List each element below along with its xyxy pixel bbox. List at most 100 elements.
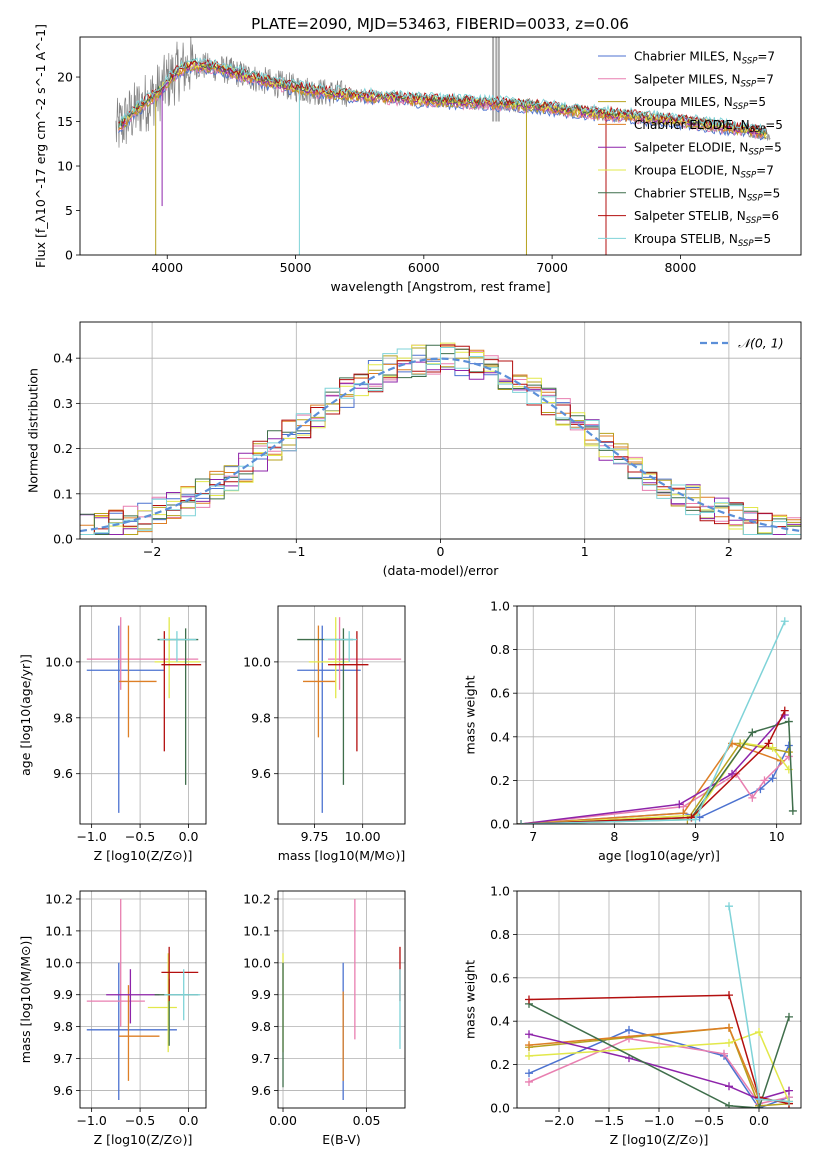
legend-label: Salpeter STELIB, NSSP=6	[634, 209, 779, 226]
y-tick-label: 0.4	[490, 729, 510, 744]
x-tick-label: −0.5	[694, 1113, 724, 1128]
series-marker	[525, 1077, 533, 1086]
x-tick-label: 0.0	[749, 1113, 769, 1128]
legend: 𝒩(0, 1)	[700, 336, 784, 351]
y-axis-label: mass [log10(M/M⊙)]	[18, 936, 33, 1064]
y-tick-label: 9.8	[53, 1019, 73, 1034]
errorbar-point	[328, 631, 369, 752]
errorbar-point	[118, 625, 157, 738]
x-axis-label: Z [log10(Z/Z⊙)]	[94, 1132, 193, 1147]
y-tick-label: 9.6	[53, 1083, 73, 1098]
y-tick-label: 0.2	[490, 1057, 510, 1072]
series-marker	[755, 1095, 763, 1104]
mass-weight-vs-age-panel	[517, 605, 801, 825]
series-marker	[784, 717, 793, 726]
legend-label: 𝒩(0, 1)	[738, 336, 784, 351]
x-tick-label: −0.5	[125, 829, 155, 844]
legend-model-name: Chabrier ELODIE	[634, 118, 733, 132]
y-tick-label: 0.0	[490, 1101, 510, 1116]
legend-item: Kroupa ELODIE, NSSP=7	[598, 164, 774, 181]
series-line	[528, 1003, 790, 1108]
errorbar-point	[324, 631, 357, 662]
y-tick-label: 0.2	[490, 773, 510, 788]
y-axis-label: mass weight	[463, 960, 478, 1039]
series-marker	[780, 706, 789, 715]
axes-frame	[516, 605, 802, 825]
series-marker	[725, 902, 733, 911]
x-tick-label: −2	[143, 544, 161, 559]
series-marker	[748, 728, 757, 737]
legend-nssp-value: =7	[756, 72, 774, 86]
legend-model-name: Kroupa STELIB	[634, 232, 721, 246]
legend-nssp-sub: SSP	[738, 239, 754, 249]
x-axis-label: (data-model)/error	[383, 563, 500, 578]
spectrum-panel	[115, 37, 771, 255]
axes-frame	[79, 36, 802, 256]
age-vs-Z-panel	[80, 606, 206, 824]
y-tick-label: 9.6	[53, 766, 73, 781]
series-line	[528, 1031, 790, 1102]
series-marker	[725, 1038, 733, 1047]
y-tick-label: 0.0	[490, 817, 510, 832]
x-tick-label: −2.0	[544, 1113, 574, 1128]
series-marker	[784, 748, 793, 757]
series-line	[521, 714, 786, 824]
legend-nssp-prefix: , N	[724, 72, 741, 86]
plot-area	[525, 902, 793, 1108]
axes-frame	[516, 890, 802, 1109]
legend-nssp-value: =5	[763, 186, 781, 200]
x-tick-label: −1.0	[644, 1113, 674, 1128]
x-tick-label: 9	[692, 829, 700, 844]
legend-item: Chabrier STELIB, NSSP=5	[598, 186, 780, 203]
y-tick-label: 0.2	[53, 441, 73, 456]
y-tick-label: 0.0	[53, 532, 73, 547]
axis-ticks: 4000 5000 6000 7000 8000 0 5 10 15 20 wavelength […	[33, 24, 802, 294]
legend-model-name: Chabrier STELIB	[634, 186, 730, 200]
legend-nssp-value: =7	[757, 50, 775, 64]
errorbar-point	[154, 978, 199, 1046]
series-marker	[725, 1082, 733, 1091]
axis-ticks: 9.75 10.00 9.6 9.8 10.0 mass [log10(M/M⊙)]	[243, 605, 406, 863]
legend-nssp-value: =5	[765, 118, 783, 132]
errorbar-point	[118, 985, 160, 1081]
series-marker	[728, 769, 737, 778]
legend-label: Salpeter MILES, NSSP=7	[634, 72, 774, 89]
series-marker	[768, 774, 777, 783]
legend-label: Chabrier STELIB, NSSP=5	[634, 186, 780, 203]
axis-ticks: −2.0 −1.5 −1.0 −0.5 0.0 0.0 0.2 0.4 0.6 0.8 1.0 Z […	[463, 884, 802, 1147]
legend-nssp-value: =5	[764, 141, 782, 155]
series-marker	[764, 739, 773, 748]
series-marker	[785, 1097, 793, 1106]
y-tick-label: 0.8	[490, 927, 510, 942]
x-axis-label: Z [log10(Z/Z⊙)]	[94, 848, 193, 863]
errorbar-point	[86, 962, 177, 1101]
x-tick-label: 4000	[151, 260, 183, 275]
y-tick-label: 0.4	[53, 351, 73, 366]
legend-nssp-value: =6	[761, 209, 779, 223]
y-tick-label: 9.6	[251, 766, 271, 781]
legend-label: Kroupa ELODIE, NSSP=7	[634, 164, 774, 181]
plot-area	[115, 37, 771, 255]
mass-vs-ebv-panel	[278, 891, 405, 1108]
axes-frame	[79, 321, 802, 540]
x-axis-label: mass [log10(M/M⊙)]	[278, 848, 406, 863]
x-tick-label: 10.00	[345, 829, 381, 844]
series-marker	[720, 1049, 728, 1058]
errorbar-point	[159, 631, 197, 662]
errorbar-point	[164, 969, 201, 1021]
series-marker	[691, 815, 700, 824]
axes-frame	[277, 605, 406, 825]
axis-ticks: 7 8 9 10 0.0 0.2 0.4 0.6 0.8 1.0 age [log10(age/yr…	[463, 599, 802, 863]
errorbar-point	[86, 898, 145, 1027]
x-tick-label: 8	[610, 829, 618, 844]
legend-nssp-sub: SSP	[746, 216, 762, 226]
errorbar-point	[297, 625, 361, 813]
axes-frame	[277, 890, 406, 1109]
legend-label: Kroupa MILES, NSSP=5	[634, 95, 766, 112]
legend-nssp-prefix: , N	[730, 186, 747, 200]
legend-model-name: Chabrier MILES	[634, 50, 725, 64]
x-tick-label: 0.0	[179, 1113, 199, 1128]
series-line	[521, 710, 786, 824]
y-tick-label: 10.2	[45, 891, 73, 906]
